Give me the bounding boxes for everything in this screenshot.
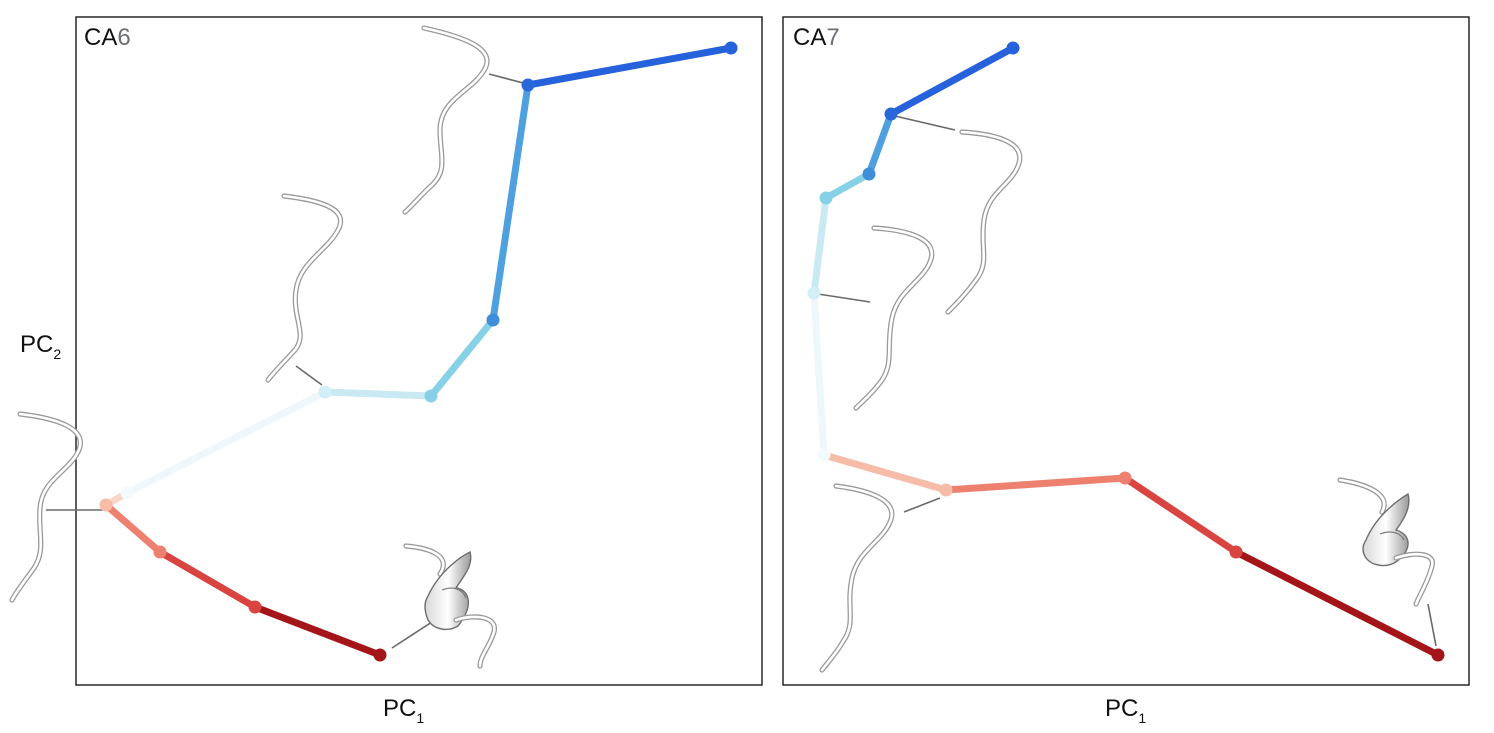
- panel-title: CA6: [84, 24, 131, 51]
- x-axis-label: PC1: [383, 695, 424, 726]
- path-segment: [321, 388, 435, 400]
- x-axis-label: PC1: [1105, 695, 1146, 726]
- trajectory-path: [810, 44, 1442, 659]
- path-segment: [489, 81, 532, 324]
- coil-structure-icon: [402, 25, 490, 215]
- path-segment: [524, 44, 735, 89]
- path-segment: [942, 474, 1129, 494]
- path-segment: [102, 501, 164, 556]
- leader-line: [1427, 603, 1437, 647]
- helix-ribbon: [424, 550, 472, 631]
- path-point: [248, 600, 262, 614]
- leader-line: [894, 115, 956, 131]
- path-point: [521, 78, 535, 92]
- path-segment: [427, 316, 497, 400]
- coil-structure-icon: [9, 411, 83, 603]
- path-point: [1431, 648, 1445, 662]
- helix-structure-icon: [1337, 477, 1435, 607]
- path-segment: [865, 110, 895, 178]
- path-point: [318, 385, 332, 399]
- path-point: [153, 545, 167, 559]
- path-segment: [156, 548, 259, 611]
- path-segment: [820, 451, 950, 494]
- plot-frame: [782, 16, 1470, 686]
- path-point: [819, 191, 833, 205]
- path-point: [1006, 41, 1020, 55]
- panel-ca6: CA6 PC1 PC2: [9, 16, 763, 726]
- path-segment: [887, 44, 1017, 118]
- panel-title: CA7: [793, 24, 840, 51]
- trajectory-points: [99, 41, 738, 662]
- leader-line: [295, 365, 323, 386]
- path-point: [373, 648, 387, 662]
- leader-line: [903, 497, 941, 513]
- leader-line: [488, 73, 528, 85]
- coil-structure-icon: [265, 193, 343, 383]
- coil-structure-icon: [853, 225, 935, 411]
- leader-line: [817, 293, 871, 303]
- helix-ribbon: [1362, 492, 1410, 567]
- path-point: [939, 483, 953, 497]
- helix-structure-icon: [403, 543, 497, 669]
- path-point: [424, 389, 438, 403]
- path-point: [724, 41, 738, 55]
- coil-structure-icon: [945, 129, 1023, 315]
- path-segment: [810, 194, 830, 297]
- plot-frame: [75, 16, 763, 686]
- path-point: [807, 286, 821, 300]
- path-segment: [822, 170, 873, 202]
- path-point: [486, 313, 500, 327]
- path-point: [120, 486, 134, 500]
- path-segment: [810, 289, 828, 459]
- panel-ca7: CA7 PC1: [782, 16, 1470, 726]
- path-point: [1229, 545, 1243, 559]
- path-segment: [251, 603, 384, 659]
- path-point: [99, 498, 113, 512]
- trajectory-path: [102, 44, 735, 659]
- coil-structure-icon: [819, 483, 895, 673]
- path-segment: [123, 388, 329, 497]
- path-point: [884, 107, 898, 121]
- path-segment: [1232, 548, 1442, 659]
- path-point: [817, 448, 831, 462]
- path-segment: [1121, 474, 1240, 556]
- trajectory-points: [807, 41, 1445, 662]
- path-point: [1118, 471, 1132, 485]
- y-axis-label: PC2: [20, 331, 61, 362]
- path-point: [862, 167, 876, 181]
